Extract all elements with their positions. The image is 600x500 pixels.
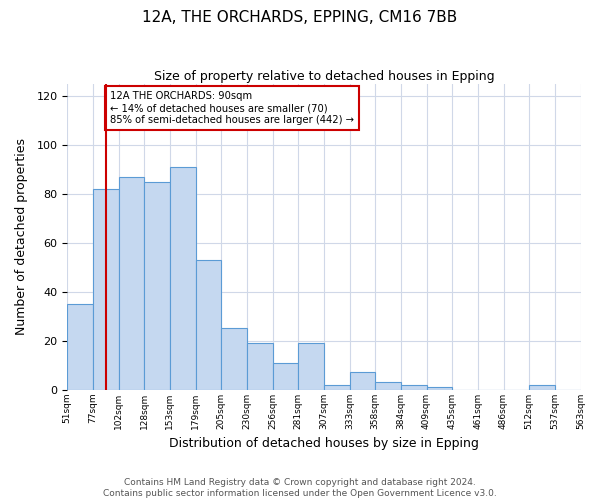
Bar: [144, 182, 170, 390]
Bar: [324, 384, 350, 390]
Bar: [67, 304, 93, 390]
Bar: [427, 387, 452, 390]
Text: 12A, THE ORCHARDS, EPPING, CM16 7BB: 12A, THE ORCHARDS, EPPING, CM16 7BB: [142, 10, 458, 25]
Text: 12A THE ORCHARDS: 90sqm
← 14% of detached houses are smaller (70)
85% of semi-de: 12A THE ORCHARDS: 90sqm ← 14% of detache…: [110, 92, 354, 124]
Bar: [119, 177, 144, 390]
Title: Size of property relative to detached houses in Epping: Size of property relative to detached ho…: [154, 70, 494, 83]
Bar: [93, 189, 119, 390]
Bar: [272, 362, 298, 390]
Bar: [375, 382, 401, 390]
Bar: [401, 384, 427, 390]
Bar: [196, 260, 221, 390]
Bar: [221, 328, 247, 390]
Text: Contains HM Land Registry data © Crown copyright and database right 2024.
Contai: Contains HM Land Registry data © Crown c…: [103, 478, 497, 498]
Y-axis label: Number of detached properties: Number of detached properties: [15, 138, 28, 336]
Bar: [170, 167, 196, 390]
Bar: [350, 372, 375, 390]
Bar: [247, 343, 272, 390]
Bar: [529, 384, 555, 390]
Bar: [298, 343, 324, 390]
X-axis label: Distribution of detached houses by size in Epping: Distribution of detached houses by size …: [169, 437, 479, 450]
